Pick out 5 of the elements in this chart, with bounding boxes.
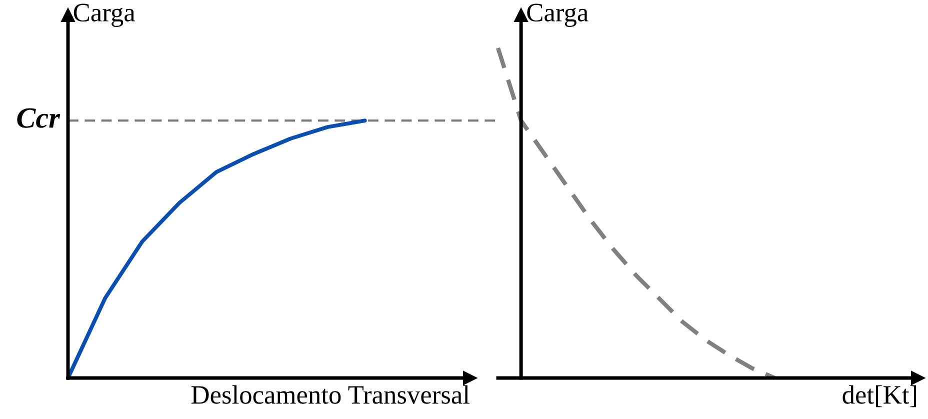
x-axis-title: Deslocamento Transversal xyxy=(191,385,470,404)
ref-line-label: Ccr xyxy=(17,108,60,128)
y-axis-title: Carga xyxy=(74,4,136,27)
x-axis-title: det[Kt] xyxy=(842,385,916,408)
y-axis-title: Carga xyxy=(527,4,588,27)
